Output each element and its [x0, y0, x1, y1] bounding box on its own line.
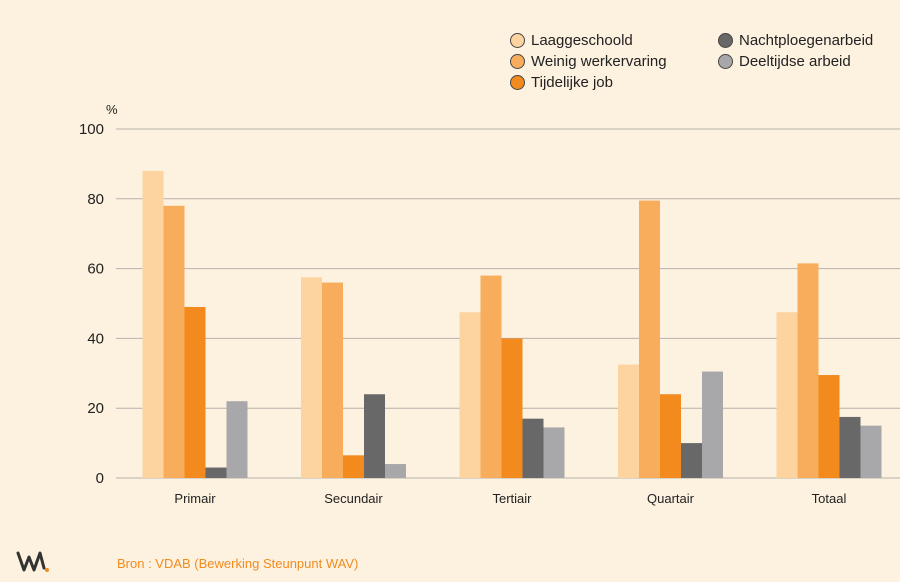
legend-label: Deeltijdse arbeid	[739, 52, 851, 70]
bar	[702, 371, 723, 478]
y-tick-label: 80	[87, 191, 104, 208]
y-tick-label: 60	[87, 261, 104, 278]
bar	[163, 205, 185, 478]
legend: Laaggeschoold Weinig werkervaring Tijdel…	[510, 31, 890, 95]
bar	[226, 401, 248, 478]
bar	[322, 282, 343, 478]
bar	[184, 306, 206, 478]
legend-marker	[510, 74, 525, 90]
x-tick-label: Tertiair	[492, 491, 532, 506]
bar	[522, 418, 544, 478]
x-axis-labels: Primair Secundair Tertiair Quartair Totaal	[174, 491, 846, 506]
source-note: Bron : VDAB (Bewerking Steunpunt WAV)	[117, 556, 359, 571]
bar	[364, 394, 385, 478]
bar	[301, 277, 322, 478]
legend-label: Nachtploegenarbeid	[739, 31, 874, 49]
legend-item-deeltijdse-arbeid: Deeltijdse arbeid	[718, 52, 851, 70]
bar	[618, 364, 639, 478]
bar	[142, 170, 164, 478]
legend-marker	[510, 32, 525, 48]
bar	[480, 275, 502, 478]
legend-item-tijdelijke-job: Tijdelijke job	[510, 73, 613, 91]
bar	[776, 312, 798, 478]
legend-label: Laaggeschoold	[531, 31, 633, 49]
x-tick-label: Totaal	[812, 491, 847, 506]
legend-label: Weinig werkervaring	[531, 52, 667, 70]
legend-item-weinig-werkervaring: Weinig werkervaring	[510, 52, 667, 70]
bar	[639, 200, 660, 479]
bar	[205, 467, 227, 478]
bar	[343, 455, 364, 478]
bar	[501, 338, 523, 478]
y-axis-unit-label: %	[106, 102, 118, 117]
bar	[839, 416, 861, 478]
x-tick-label: Primair	[174, 491, 216, 506]
bar	[660, 394, 681, 478]
legend-item-nachtploegenarbeid: Nachtploegenarbeid	[718, 31, 873, 49]
legend-label: Tijdelijke job	[531, 73, 613, 91]
y-tick-label: 40	[87, 330, 104, 347]
bar	[797, 263, 819, 478]
y-tick-label: 0	[96, 470, 104, 487]
legend-marker	[510, 53, 525, 69]
bar	[385, 464, 406, 478]
wav-logo-icon	[16, 551, 49, 572]
bar	[681, 443, 702, 478]
bar	[459, 312, 481, 478]
bar	[818, 375, 840, 478]
bars	[142, 170, 882, 479]
bar	[543, 427, 565, 478]
x-tick-label: Secundair	[324, 491, 383, 506]
y-axis-ticks: 0 20 40 60 80 100	[79, 121, 104, 487]
y-tick-label: 20	[87, 400, 104, 417]
x-tick-label: Quartair	[647, 491, 695, 506]
legend-marker	[718, 53, 733, 69]
legend-item-laaggeschoold: Laaggeschoold	[510, 31, 633, 49]
bar	[860, 425, 882, 478]
legend-marker	[718, 32, 733, 48]
y-tick-label: 100	[79, 121, 104, 138]
